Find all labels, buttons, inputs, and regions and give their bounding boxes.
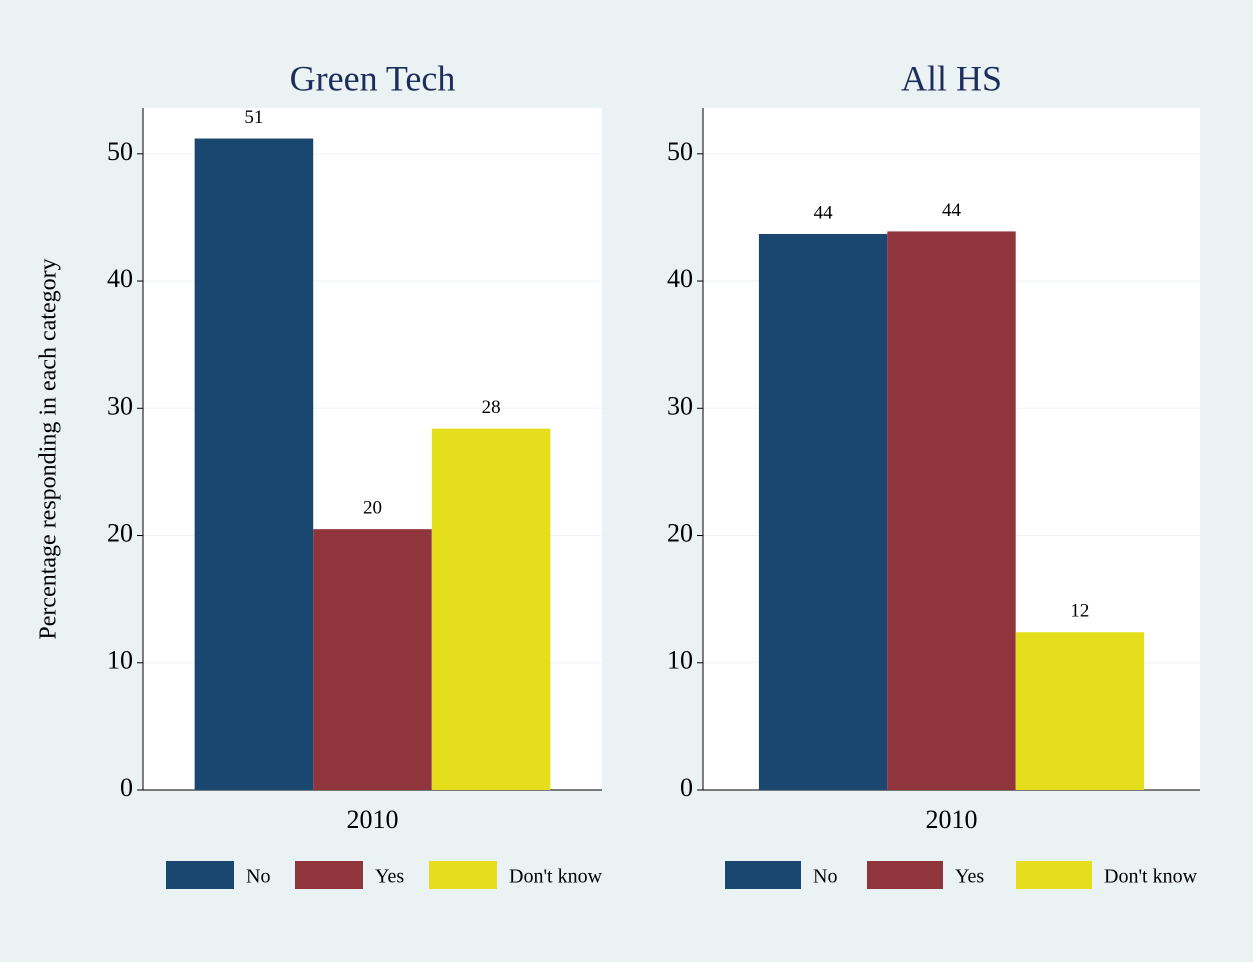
y-tick-label: 10 [667, 646, 693, 675]
legend-swatch [1016, 861, 1092, 889]
legend-label: Yes [375, 866, 404, 888]
panel-title: All HS [901, 58, 1002, 98]
value-label: 28 [482, 397, 501, 418]
y-tick-label: 50 [107, 137, 133, 166]
y-axis-title: Percentage responding in each category [36, 258, 62, 639]
value-label: 44 [942, 200, 962, 221]
y-tick-label: 20 [667, 518, 693, 547]
bar [887, 231, 1016, 791]
panel-title: Green Tech [290, 58, 456, 98]
y-tick-label: 50 [667, 137, 693, 166]
bar [194, 138, 314, 791]
bar [431, 428, 551, 790]
legend-label: Yes [955, 866, 984, 888]
legend-label: No [246, 866, 270, 888]
value-label: 44 [814, 202, 834, 223]
legend-label: Don't know [1104, 866, 1198, 888]
y-tick-label: 0 [120, 773, 133, 802]
y-tick-label: 30 [107, 391, 133, 420]
legend-label: Don't know [509, 866, 603, 888]
value-label: 12 [1070, 601, 1089, 622]
bar [1015, 632, 1145, 790]
legend-swatch [429, 861, 497, 889]
legend-label: No [813, 866, 837, 888]
y-tick-label: 10 [107, 646, 133, 675]
y-tick-label: 0 [680, 773, 693, 802]
x-tick-label: 2010 [926, 805, 978, 834]
y-tick-label: 40 [667, 264, 693, 293]
legend-swatch [166, 861, 234, 889]
y-tick-label: 40 [107, 264, 133, 293]
bar [313, 529, 432, 790]
legend-swatch [295, 861, 363, 889]
legend-swatch [725, 861, 801, 889]
value-label: 51 [244, 107, 263, 128]
y-tick-label: 30 [667, 391, 693, 420]
y-tick-label: 20 [107, 518, 133, 547]
bar [758, 233, 888, 790]
legend-swatch [867, 861, 943, 889]
x-tick-label: 2010 [347, 805, 399, 834]
value-label: 20 [363, 498, 382, 519]
